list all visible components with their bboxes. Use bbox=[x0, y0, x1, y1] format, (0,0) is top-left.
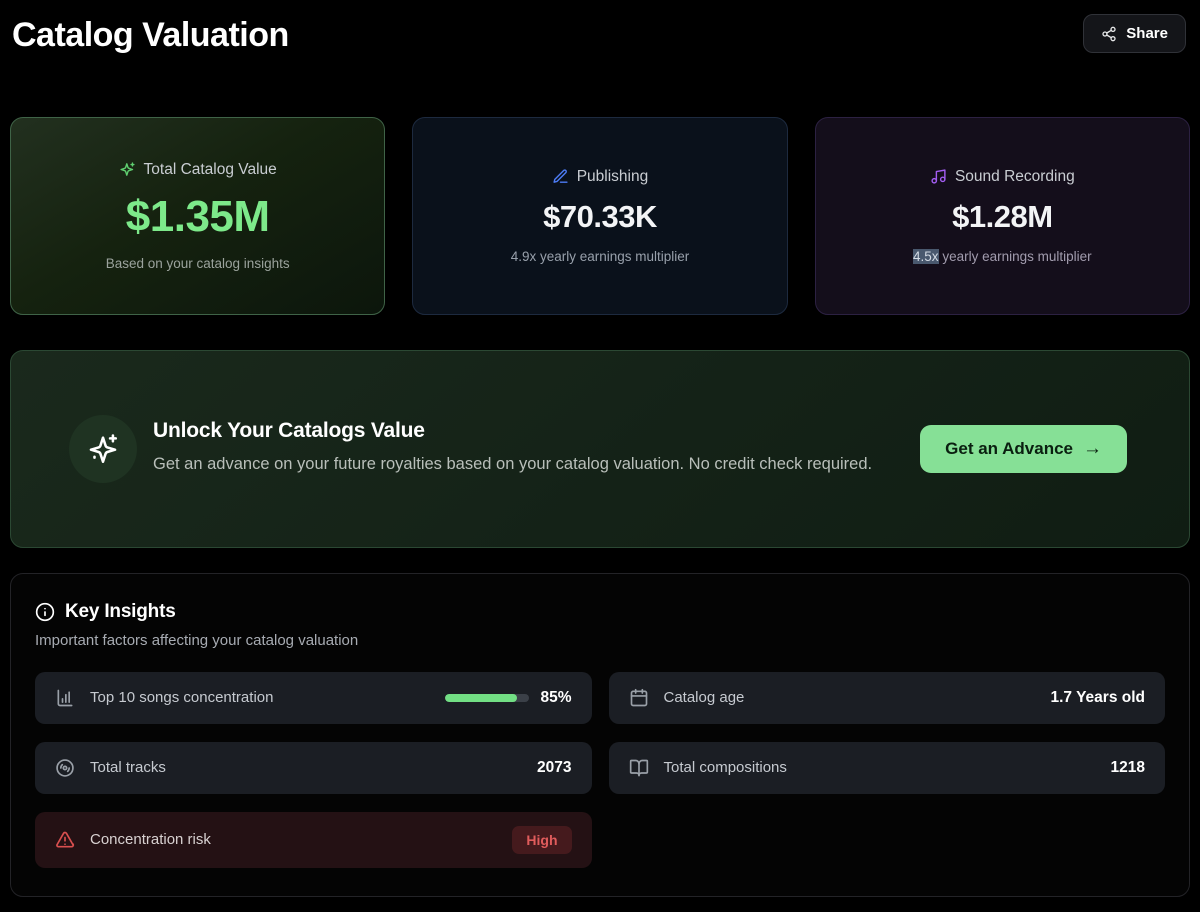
insight-label: Total tracks bbox=[90, 759, 166, 776]
share-button-label: Share bbox=[1126, 25, 1168, 42]
risk-badge: High bbox=[512, 825, 572, 854]
card-label: Publishing bbox=[576, 167, 649, 185]
total-compositions-value: 1218 bbox=[1110, 758, 1145, 776]
insight-row-catalog-age: Catalog age 1.7 Years old bbox=[608, 671, 1165, 724]
insight-label: Total compositions bbox=[663, 759, 787, 776]
key-insights-header: Key Insights bbox=[35, 601, 1165, 623]
insight-row-concentration: Top 10 songs concentration 85% bbox=[35, 671, 592, 724]
info-icon bbox=[35, 602, 55, 622]
advance-banner: Unlock Your Catalogs Value Get an advanc… bbox=[10, 349, 1190, 548]
valuation-cards: Total Catalog Value $1.35M Based on your… bbox=[10, 116, 1190, 315]
share-button[interactable]: Share bbox=[1083, 14, 1186, 53]
selected-multiplier-text: 4.5x bbox=[913, 248, 939, 264]
insight-right: High bbox=[512, 825, 572, 854]
sparkles-badge-icon bbox=[69, 414, 137, 483]
insight-label: Top 10 songs concentration bbox=[90, 689, 274, 706]
card-subtext: 4.5x yearly earnings multiplier bbox=[913, 248, 1092, 264]
insight-row-total-compositions: Total compositions 1218 bbox=[608, 741, 1165, 794]
concentration-value: 85% bbox=[540, 688, 572, 706]
insight-right: 1.7 Years old bbox=[1051, 689, 1146, 707]
banner-title: Unlock Your Catalogs Value bbox=[153, 419, 425, 443]
page-header: Catalog Valuation Share bbox=[0, 0, 1200, 57]
page-title: Catalog Valuation bbox=[12, 16, 289, 54]
total-catalog-value-card: Total Catalog Value $1.35M Based on your… bbox=[10, 116, 386, 315]
card-subtext: 4.9x yearly earnings multiplier bbox=[510, 248, 690, 264]
insight-right: 85% bbox=[445, 688, 572, 707]
banner-text: Unlock Your Catalogs Value Get an advanc… bbox=[153, 419, 872, 478]
disc-icon bbox=[55, 758, 75, 778]
sparkles-icon bbox=[119, 161, 136, 178]
publishing-header: Publishing bbox=[552, 167, 649, 186]
bar-chart-icon bbox=[55, 688, 75, 708]
multiplier-text: yearly earnings multiplier bbox=[938, 248, 1092, 264]
banner-description: Get an advance on your future royalties … bbox=[153, 455, 873, 474]
total-catalog-value: $1.35M bbox=[125, 191, 270, 241]
publishing-card: Publishing $70.33K 4.9x yearly earnings … bbox=[412, 116, 788, 315]
arrow-right-icon: → bbox=[1083, 438, 1102, 459]
sound-recording-card: Sound Recording $1.28M 4.5x yearly earni… bbox=[814, 116, 1190, 315]
insight-row-total-tracks: Total tracks 2073 bbox=[35, 741, 592, 794]
concentration-progress-fill bbox=[445, 693, 517, 702]
insights-grid: Top 10 songs concentration 85% Catalog a… bbox=[35, 671, 1165, 868]
total-tracks-value: 2073 bbox=[537, 758, 572, 776]
insight-right: 2073 bbox=[537, 759, 571, 777]
alert-triangle-icon bbox=[55, 830, 75, 850]
key-insights-subtitle: Important factors affecting your catalog… bbox=[35, 631, 359, 649]
pen-icon bbox=[552, 168, 569, 185]
insight-row-concentration-risk: Concentration risk High bbox=[35, 811, 592, 868]
share-icon bbox=[1101, 26, 1117, 42]
card-subtext: Based on your catalog insights bbox=[105, 255, 290, 271]
total-catalog-value-header: Total Catalog Value bbox=[119, 161, 277, 179]
insight-label: Concentration risk bbox=[90, 831, 211, 848]
key-insights-title: Key Insights bbox=[65, 600, 176, 622]
music-note-icon bbox=[930, 168, 947, 185]
catalog-age-value: 1.7 Years old bbox=[1050, 688, 1146, 706]
insight-right: 1218 bbox=[1111, 759, 1145, 777]
key-insights-panel: Key Insights Important factors affecting… bbox=[10, 572, 1190, 897]
sound-recording-value: $1.28M bbox=[952, 198, 1053, 234]
concentration-progress-track bbox=[445, 693, 530, 702]
calendar-icon bbox=[629, 688, 649, 708]
get-advance-label: Get an Advance bbox=[945, 438, 1073, 458]
card-label: Total Catalog Value bbox=[143, 160, 277, 178]
sound-recording-header: Sound Recording bbox=[930, 168, 1075, 186]
insight-label: Catalog age bbox=[663, 689, 745, 706]
get-advance-button[interactable]: Get an Advance → bbox=[920, 424, 1127, 473]
book-open-icon bbox=[629, 758, 649, 778]
card-label: Sound Recording bbox=[954, 167, 1075, 185]
publishing-value: $70.33K bbox=[543, 198, 657, 234]
